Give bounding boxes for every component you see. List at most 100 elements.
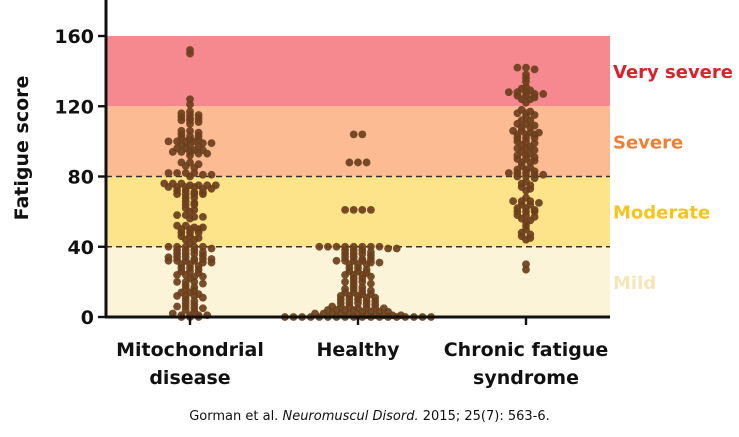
data-point — [177, 109, 186, 118]
data-point — [173, 221, 182, 230]
data-point — [181, 169, 190, 177]
data-point — [522, 63, 530, 72]
data-point — [181, 221, 190, 230]
data-point — [160, 179, 169, 188]
data-point — [199, 212, 207, 221]
data-point — [367, 286, 375, 295]
data-point — [539, 90, 548, 98]
severity-label-mild: Mild — [613, 273, 656, 294]
x-category-label-line: disease — [149, 367, 230, 389]
data-point — [194, 111, 203, 119]
data-point — [164, 242, 173, 251]
data-point — [199, 223, 207, 232]
data-point — [324, 242, 332, 251]
data-point — [194, 128, 203, 137]
data-point — [367, 242, 375, 251]
data-point — [535, 198, 543, 207]
data-point — [173, 211, 182, 220]
citation-authors: Gorman et al. — [189, 409, 279, 424]
data-point — [349, 242, 358, 251]
data-point — [539, 170, 548, 179]
data-point — [354, 158, 362, 167]
data-point — [207, 255, 216, 263]
data-point — [513, 63, 522, 72]
y-tick-label: 40 — [68, 237, 94, 259]
x-category-label: Mitochondrial disease — [116, 339, 264, 389]
data-point — [341, 242, 349, 251]
data-point — [530, 205, 539, 214]
data-point — [164, 169, 173, 177]
data-point — [177, 179, 186, 188]
data-point — [332, 242, 341, 251]
data-point — [345, 158, 354, 167]
data-point — [173, 277, 182, 286]
data-point — [203, 181, 212, 190]
data-point — [530, 65, 539, 74]
data-point — [168, 309, 177, 318]
data-point — [199, 304, 207, 313]
data-point — [186, 107, 194, 116]
data-point — [186, 158, 194, 167]
data-point — [186, 181, 194, 190]
x-category-label: Chronic fatigue syndrome — [444, 339, 609, 389]
data-point — [379, 304, 388, 313]
data-point — [177, 158, 186, 167]
data-point — [173, 302, 182, 311]
data-point — [367, 279, 375, 288]
y-tick-label: 0 — [81, 307, 94, 329]
citation-caption: Gorman et al. Neuromuscul Disord. 2015; … — [0, 409, 739, 424]
data-point — [194, 181, 203, 190]
data-point — [164, 137, 173, 146]
data-point — [186, 126, 194, 135]
severity-label-moderate: Moderate — [613, 203, 710, 224]
data-point — [349, 205, 358, 214]
data-point — [164, 253, 173, 262]
data-point — [207, 139, 216, 148]
severity-label-very-severe: Very severe — [613, 62, 733, 83]
data-point — [384, 244, 392, 253]
data-point — [522, 260, 530, 269]
data-point — [173, 169, 182, 177]
data-point — [207, 170, 216, 179]
data-point — [332, 256, 341, 265]
citation-details: 2015; 25(7): 563-6. — [422, 409, 550, 424]
citation-journal: Neuromuscul Disord. — [282, 409, 419, 424]
y-axis-label: Fatigue score — [11, 76, 33, 221]
data-point — [358, 130, 367, 139]
data-point — [194, 160, 203, 169]
data-point — [504, 169, 513, 177]
data-point — [177, 126, 186, 135]
x-category-label-line: syndrome — [473, 367, 579, 389]
y-tick-label: 160 — [54, 26, 94, 48]
data-point — [349, 130, 358, 139]
y-tick-label: 120 — [54, 96, 94, 118]
data-point — [509, 126, 517, 135]
data-point — [199, 242, 207, 251]
data-point — [311, 309, 319, 318]
data-point — [535, 128, 543, 137]
data-point — [504, 88, 513, 97]
data-points — [160, 46, 548, 321]
data-point — [186, 46, 194, 54]
data-point — [315, 242, 324, 251]
data-point — [375, 258, 384, 267]
data-point — [328, 302, 337, 311]
x-category-label: Healthy — [316, 339, 400, 361]
data-point — [186, 95, 194, 104]
data-point — [530, 121, 539, 130]
data-point — [526, 107, 535, 116]
data-point — [341, 285, 349, 293]
data-point — [526, 230, 535, 239]
data-point — [362, 158, 371, 167]
data-point — [522, 193, 530, 202]
x-category-label-line: Mitochondrial — [116, 339, 264, 361]
data-point — [199, 279, 207, 288]
axes: 0 40 80 120 160 Mitochondrial disease Healthy Ch… — [54, 0, 610, 389]
x-category-label-line: Healthy — [316, 339, 400, 361]
data-point — [358, 242, 367, 251]
data-point — [211, 181, 220, 190]
data-point — [341, 277, 349, 286]
data-point — [358, 205, 367, 214]
data-point — [341, 205, 349, 214]
data-point — [509, 197, 517, 205]
